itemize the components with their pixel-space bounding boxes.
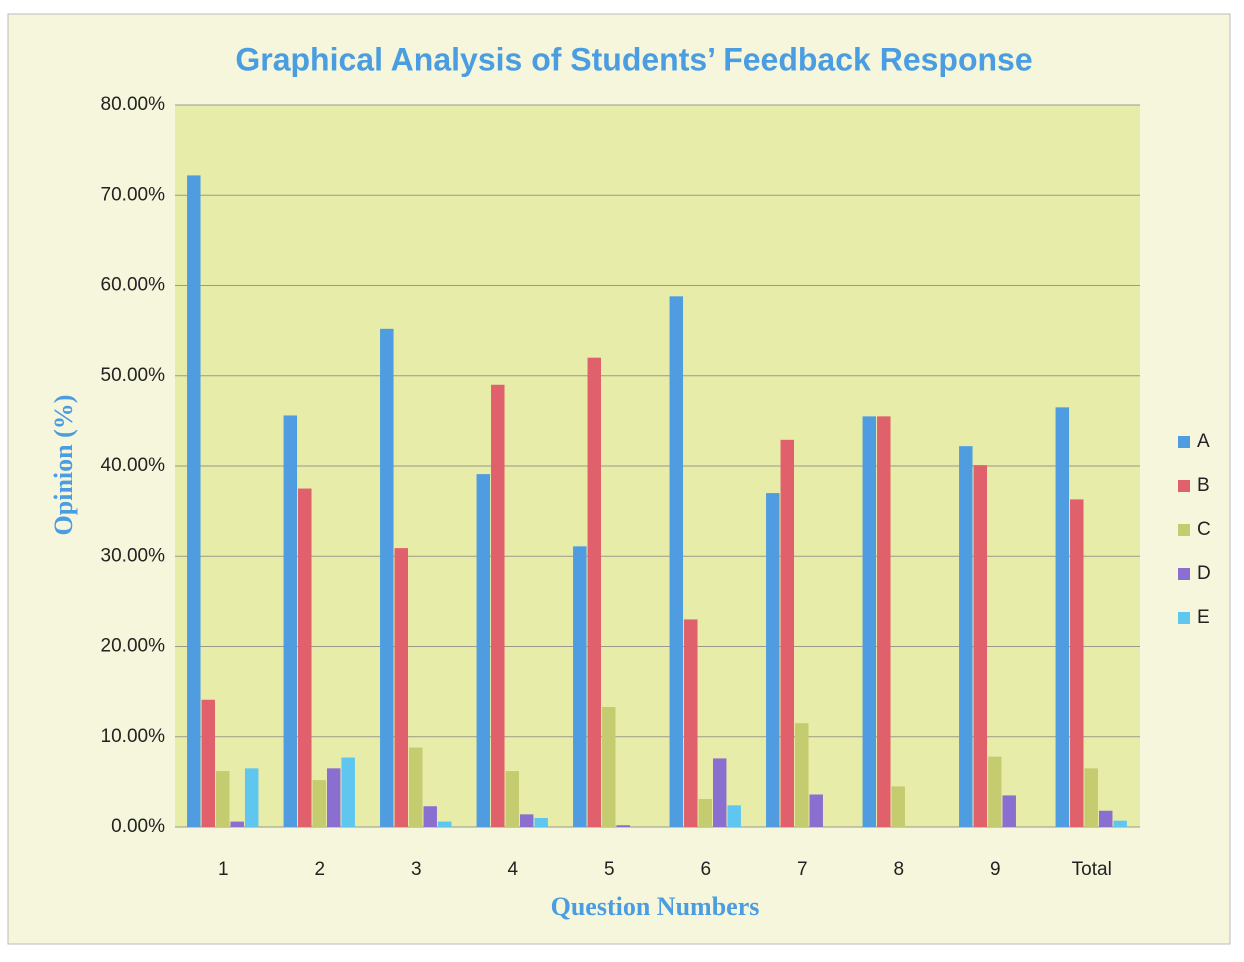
bar: [230, 821, 244, 827]
bar: [423, 806, 437, 827]
y-tick-label: 10.00%: [101, 726, 166, 747]
bar: [891, 786, 905, 827]
bar: [1084, 768, 1098, 827]
legend-swatch: [1178, 436, 1190, 448]
legend-label: E: [1197, 607, 1210, 628]
bar: [616, 825, 630, 827]
bar: [877, 416, 891, 827]
legend-swatch: [1178, 612, 1190, 624]
x-tick-label: 6: [700, 859, 711, 880]
bar: [573, 546, 587, 827]
y-tick-label: 70.00%: [101, 184, 166, 205]
y-tick-label: 30.00%: [101, 545, 166, 566]
x-tick-label: Total: [1072, 859, 1112, 880]
bar: [187, 175, 201, 827]
bar: [476, 474, 491, 827]
bar: [298, 488, 312, 827]
bar: [698, 799, 712, 827]
legend-label: C: [1197, 519, 1211, 540]
bar: [766, 493, 780, 827]
bar: [1113, 820, 1127, 827]
bar: [959, 446, 973, 827]
bar: [602, 706, 616, 827]
legend-label: B: [1197, 475, 1210, 496]
bar: [669, 296, 684, 828]
legend-swatch: [1178, 524, 1190, 536]
legend-label: A: [1197, 431, 1210, 452]
bar: [216, 771, 230, 827]
legend-label: D: [1197, 563, 1211, 584]
bar: [809, 794, 823, 827]
y-tick-label: 80.00%: [101, 94, 166, 115]
x-tick-label: 1: [218, 859, 229, 880]
x-tick-label: 3: [411, 859, 422, 880]
y-axis-title: Opinion (%): [49, 395, 78, 536]
bar: [1002, 795, 1016, 827]
bar: [519, 814, 534, 827]
bar: [491, 384, 505, 827]
bar: [380, 328, 394, 827]
bar: [283, 415, 298, 827]
bar: [712, 758, 727, 827]
y-tick-label: 60.00%: [101, 275, 166, 296]
x-tick-label: 4: [507, 859, 518, 880]
y-tick-label: 40.00%: [101, 455, 166, 476]
bar: [394, 548, 409, 827]
x-tick-label: 5: [604, 859, 615, 880]
bar: [1070, 499, 1084, 827]
bar: [1055, 407, 1070, 827]
x-tick-label: 2: [314, 859, 325, 880]
bar: [988, 756, 1002, 827]
bar: [505, 771, 519, 827]
bar: [684, 619, 698, 827]
bar: [587, 357, 602, 827]
y-tick-label: 0.00%: [111, 816, 165, 837]
x-tick-label: 8: [893, 859, 904, 880]
bar: [780, 439, 795, 827]
legend-swatch: [1178, 480, 1190, 492]
x-tick-label: 7: [797, 859, 808, 880]
bar: [341, 757, 355, 827]
bar: [727, 805, 741, 827]
bar: [862, 416, 877, 827]
bar: [973, 465, 988, 827]
x-axis-title: Question Numbers: [551, 892, 760, 921]
bar: [437, 821, 452, 827]
bar: [534, 817, 548, 827]
bar: [409, 747, 423, 827]
bar: [1098, 810, 1113, 827]
chart-title: Graphical Analysis of Students’ Feedback…: [235, 41, 1032, 77]
bar: [312, 780, 326, 827]
bar: [201, 699, 216, 827]
bar: [244, 768, 259, 827]
y-tick-label: 20.00%: [101, 636, 166, 657]
x-tick-label: 9: [990, 859, 1001, 880]
bar: [326, 768, 341, 827]
y-tick-label: 50.00%: [101, 365, 166, 386]
bar: [795, 723, 809, 827]
legend-swatch: [1178, 568, 1190, 580]
